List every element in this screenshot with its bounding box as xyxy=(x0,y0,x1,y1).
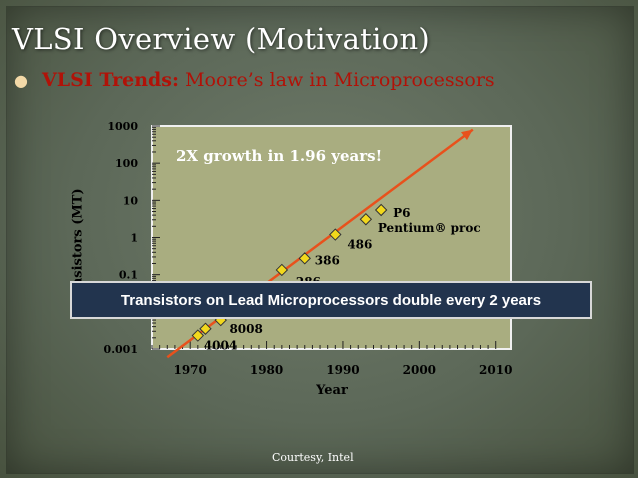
data-point-marker xyxy=(374,203,388,217)
x-tick-label: 2010 xyxy=(479,363,512,377)
growth-annotation: 2X growth in 1.96 years! xyxy=(176,147,382,165)
data-point-marker xyxy=(199,322,212,335)
y-tick-label: 100 xyxy=(115,157,138,170)
x-tick-label: 1990 xyxy=(326,363,359,377)
callout-banner: Transistors on Lead Microprocessors doub… xyxy=(70,281,592,319)
data-point-marker xyxy=(298,252,311,265)
y-tick-label: 1000 xyxy=(107,120,138,133)
data-point-label: 486 xyxy=(347,238,372,252)
y-tick-label: 1 xyxy=(130,232,138,245)
x-tick-labels: 1970 1980 1990 2000 2010 xyxy=(173,363,512,377)
data-point-marker xyxy=(329,228,342,241)
y-axis-label: ansistors (MT) xyxy=(70,188,86,296)
data-point-label: P6 xyxy=(393,206,410,220)
x-tick-label: 1980 xyxy=(250,363,283,377)
data-point-label: 8008 xyxy=(229,322,262,336)
slide-title: VLSI Overview (Motivation) xyxy=(12,22,431,56)
data-point-label: Pentium® proc xyxy=(378,221,481,235)
bullet-line: ● VLSI Trends: Moore’s law in Microproce… xyxy=(14,69,495,91)
trend-arrowhead xyxy=(461,129,473,141)
callout-text: Transistors on Lead Microprocessors doub… xyxy=(120,291,542,309)
x-tick-label: 1970 xyxy=(173,363,206,377)
y-tick-label: 10 xyxy=(123,194,139,207)
bullet-key: VLSI Trends: xyxy=(42,69,180,91)
data-point-label: 4004 xyxy=(204,339,237,353)
bullet-icon: ● xyxy=(14,71,28,90)
data-point-marker xyxy=(275,263,289,277)
bullet-text: Moore’s law in Microprocessors xyxy=(185,69,495,91)
x-tick-label: 2000 xyxy=(403,363,436,377)
courtesy-credit: Courtesy, Intel xyxy=(272,451,354,464)
data-point-marker xyxy=(359,213,373,226)
data-point-label: 386 xyxy=(315,253,340,267)
y-tick-label: 0.1 xyxy=(119,269,138,282)
y-tick-labels: 1000 100 10 1 0.1 0.001 xyxy=(104,120,139,356)
y-tick-label: 0.001 xyxy=(104,343,138,356)
data-point-marker xyxy=(191,329,205,342)
x-axis-label: Year xyxy=(315,383,348,398)
